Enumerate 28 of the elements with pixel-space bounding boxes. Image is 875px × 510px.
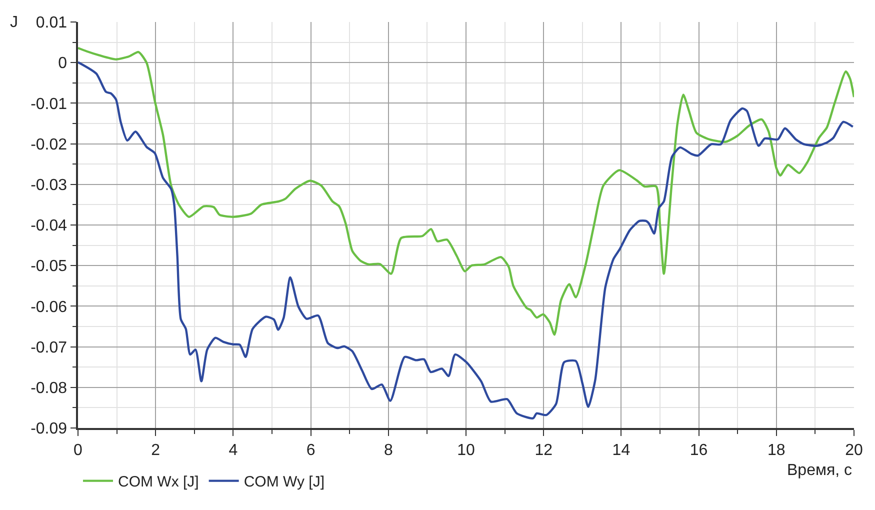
- x-tick-label: 20: [845, 442, 863, 459]
- legend-label: COM Wx [J]: [118, 474, 199, 491]
- y-tick-label: -0.04: [30, 218, 68, 235]
- x-tick-label: 10: [457, 442, 475, 459]
- line-series: [78, 61, 854, 420]
- legend-label: COM Wy [J]: [244, 474, 325, 491]
- line-series: [78, 46, 854, 336]
- y-tick-label: -0.06: [30, 298, 68, 316]
- x-tick-label: 16: [690, 442, 708, 459]
- x-tick-label: 2: [151, 442, 160, 459]
- x-tick-label: 12: [534, 442, 553, 459]
- x-axis-title: Время, с: [787, 462, 852, 479]
- y-tick-label: -0.02: [30, 136, 68, 154]
- y-axis-title: J: [10, 14, 18, 31]
- x-tick-label: 4: [228, 442, 238, 459]
- x-tick-label: 6: [306, 442, 316, 459]
- y-tick-label: -0.08: [30, 380, 68, 397]
- y-tick-label: -0.05: [30, 258, 68, 276]
- y-tick-label: -0.01: [30, 96, 68, 113]
- x-tick-label: 14: [612, 442, 630, 459]
- x-tick-label: 0: [74, 442, 83, 459]
- y-tick-label: -0.09: [30, 420, 68, 438]
- y-tick-label: -0.07: [30, 339, 68, 356]
- x-tick-label: 8: [384, 442, 393, 459]
- y-tick-label: -0.03: [30, 177, 68, 194]
- y-tick-label: 0: [58, 55, 68, 72]
- y-tick-label: 0.01: [36, 14, 68, 32]
- x-tick-label: 18: [768, 442, 786, 459]
